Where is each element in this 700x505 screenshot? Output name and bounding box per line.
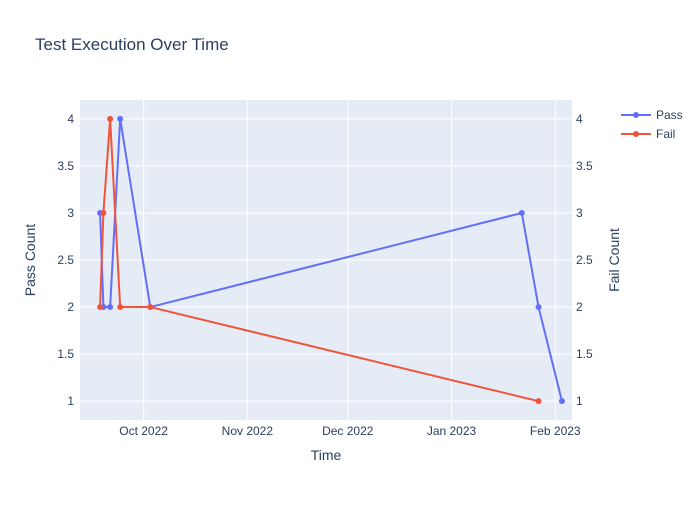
legend-label: Fail: [656, 127, 675, 141]
data-point-pass[interactable]: [107, 304, 114, 311]
legend-swatch-marker: [633, 112, 639, 118]
x-tick-label: Dec 2022: [322, 424, 374, 438]
y-tick-label-left: 4: [67, 112, 74, 126]
data-point-pass[interactable]: [535, 304, 542, 311]
data-point-fail[interactable]: [147, 304, 154, 311]
y-tick-label-left: 1.5: [57, 347, 74, 361]
y-tick-label-right: 1: [576, 394, 583, 408]
chart-title: Test Execution Over Time: [35, 35, 229, 54]
x-tick-label: Nov 2022: [222, 424, 274, 438]
y-tick-label-left: 2: [67, 300, 74, 314]
data-point-pass[interactable]: [558, 398, 565, 405]
data-point-pass[interactable]: [117, 115, 124, 122]
y-tick-label-right: 3.5: [576, 159, 593, 173]
data-point-pass[interactable]: [518, 209, 525, 216]
data-point-fail[interactable]: [97, 304, 104, 311]
y-tick-label-right: 3: [576, 206, 583, 220]
y-tick-label-left: 1: [67, 394, 74, 408]
y-tick-labels-left: 1 1.5 2 2.5 3 3.5 4: [57, 112, 74, 408]
y-tick-label-right: 4: [576, 112, 583, 126]
y-tick-label-right: 1.5: [576, 347, 593, 361]
x-axis-label: Time: [311, 447, 342, 463]
series-line-fail: [99, 117, 539, 403]
y-axis-label-right: Fail Count: [606, 228, 622, 292]
series-layer: [97, 115, 565, 405]
y-tick-label-left: 3: [67, 206, 74, 220]
series-fail: [97, 115, 542, 405]
y-tick-label-right: 2: [576, 300, 583, 314]
y-tick-label-left: 2.5: [57, 253, 74, 267]
legend-swatch-marker: [633, 131, 639, 137]
data-point-fail[interactable]: [535, 398, 542, 405]
y-tick-label-left: 3.5: [57, 159, 74, 173]
x-tick-labels: Oct 2022 Nov 2022 Dec 2022 Jan 2023 Feb 2023: [119, 424, 581, 438]
y-tick-labels-right: 1 1.5 2 2.5 3 3.5 4: [576, 112, 593, 408]
data-point-fail[interactable]: [107, 115, 114, 122]
data-point-fail[interactable]: [100, 209, 107, 216]
y-axis-label-left: Pass Count: [22, 224, 38, 296]
legend-item-fail[interactable]: Fail: [621, 127, 675, 141]
x-tick-label: Feb 2023: [530, 424, 581, 438]
legend-label: Pass: [656, 108, 683, 122]
legend[interactable]: Pass Fail: [621, 108, 683, 141]
y-gridlines: [80, 118, 572, 402]
data-point-fail[interactable]: [117, 304, 124, 311]
y-tick-label-right: 2.5: [576, 253, 593, 267]
legend-item-pass[interactable]: Pass: [621, 108, 683, 122]
x-tick-label: Oct 2022: [119, 424, 168, 438]
x-tick-label: Jan 2023: [427, 424, 477, 438]
